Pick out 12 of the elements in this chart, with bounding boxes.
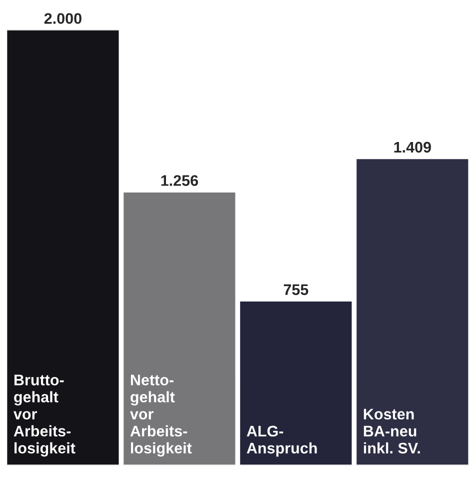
bar (6, 30, 120, 466)
x-tick-label: Kosten BA-neu inkl. SV. (364, 408, 420, 454)
data-label: 1.256 (161, 175, 198, 186)
bar (238, 300, 354, 466)
x-tick-label: Netto- gehalt vor Arbeits- losigkeit (130, 374, 192, 457)
bar (355, 158, 470, 466)
bar (122, 191, 237, 466)
x-tick-label: Brutto- gehalt vor Arbeits- losigkeit (14, 374, 76, 457)
data-label: 2.000 (44, 13, 82, 24)
data-label: 755 (284, 284, 308, 296)
data-label: 1.409 (394, 142, 431, 153)
x-tick-label: ALG- Anspruch (246, 426, 317, 457)
